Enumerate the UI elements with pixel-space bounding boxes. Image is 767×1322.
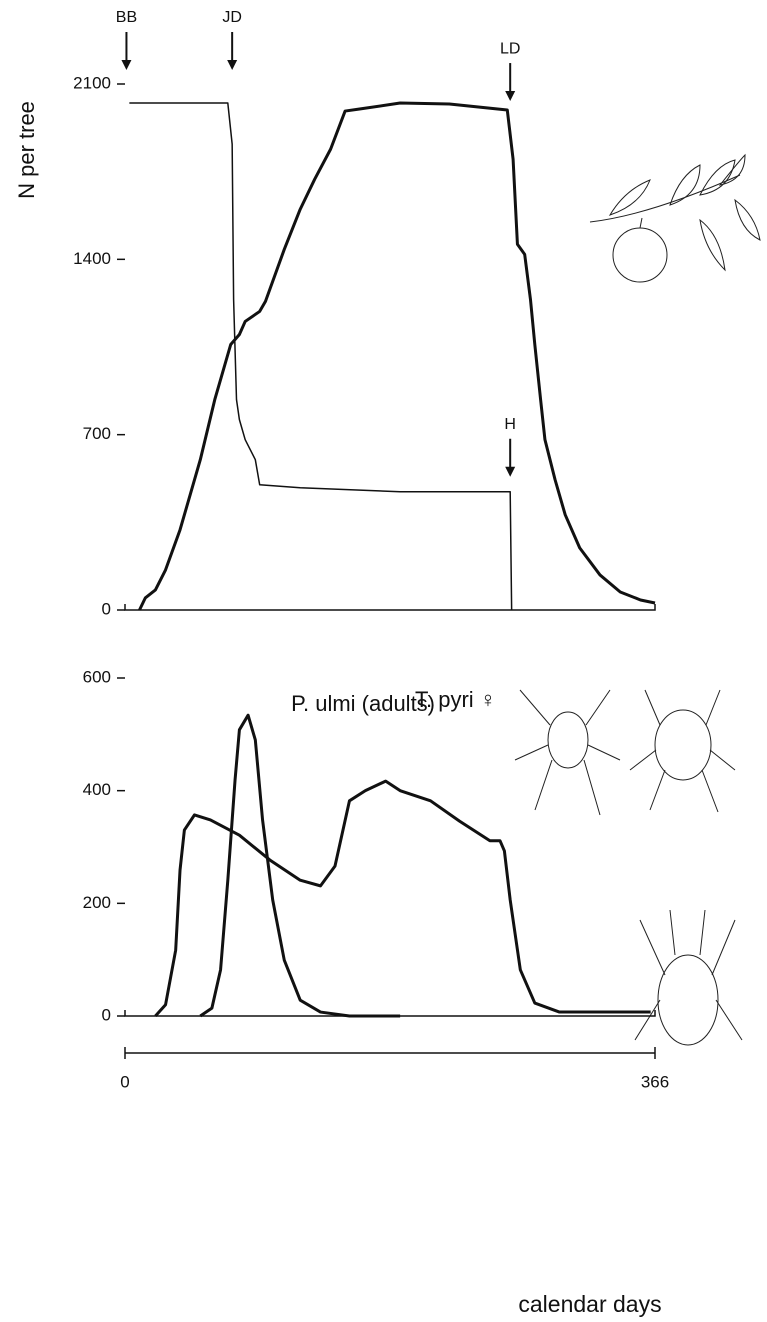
annotation-arrowhead (505, 91, 515, 101)
y-tick-label: 600 (83, 667, 111, 686)
annotation-label: LD (500, 40, 520, 57)
annotation-arrowhead (227, 60, 237, 70)
y-tick-label: 2100 (73, 73, 111, 92)
y-tick-label: 400 (83, 780, 111, 799)
figure: N per tree calendar days 0 700 1400 2100 BB J… (0, 0, 767, 1322)
data-line (155, 781, 650, 1016)
data-line (200, 715, 400, 1016)
y-tick-label: 1400 (73, 249, 111, 268)
series-label: P. ulmi (adults) (291, 691, 435, 716)
y-tick-label: 0 (102, 599, 111, 618)
x-tick-label: 366 (641, 1072, 669, 1091)
mite-drawing (515, 690, 742, 1045)
y-axis-label: N per tree (14, 101, 39, 199)
x-axis-label: calendar days (518, 1291, 661, 1317)
annotation-arrowhead (505, 467, 515, 477)
y-tick-label: 700 (83, 424, 111, 443)
apple-drawing (590, 155, 760, 282)
annotation-label: H (504, 416, 516, 433)
data-line (139, 103, 655, 610)
x-axis (125, 604, 655, 610)
x-tick-label: 0 (120, 1072, 129, 1091)
series-label: T. pyri ♀ (415, 687, 496, 712)
annotation-label: JD (222, 9, 242, 26)
y-tick-label: 200 (83, 893, 111, 912)
y-tick-label: 0 (102, 1005, 111, 1024)
data-line (129, 103, 511, 610)
annotation-label: BB (116, 9, 137, 26)
annotation-arrowhead (121, 60, 131, 70)
